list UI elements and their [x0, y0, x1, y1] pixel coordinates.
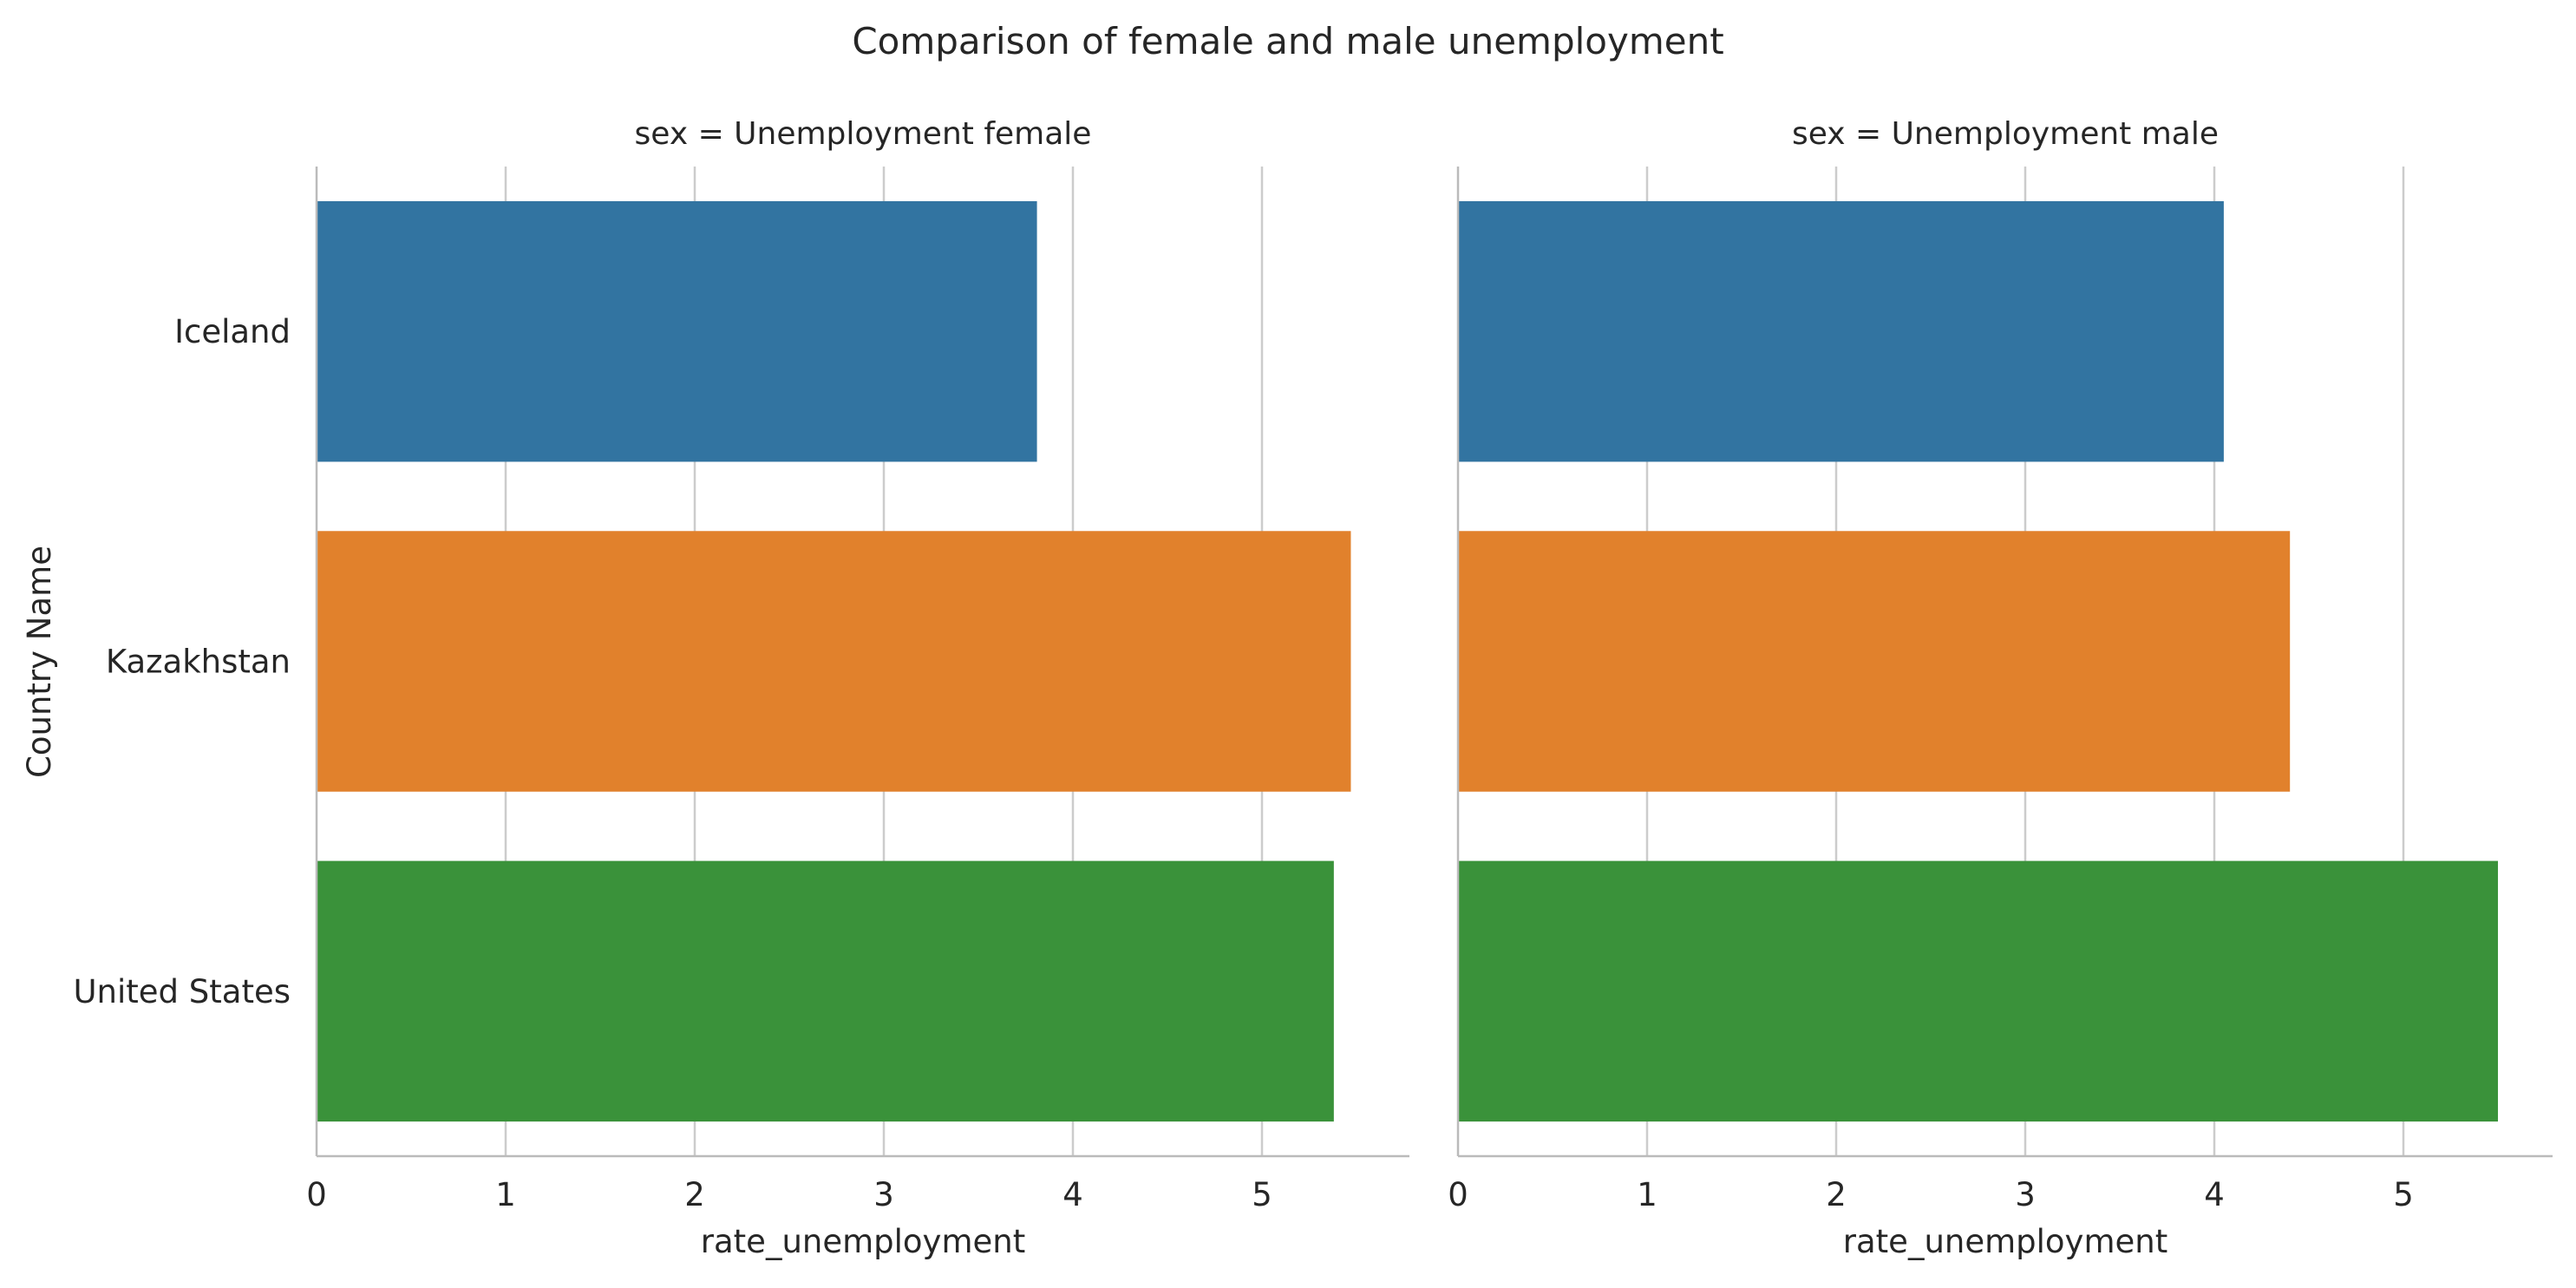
y-axis-label: Country Name	[21, 546, 58, 778]
y-tick-label: Iceland	[174, 313, 291, 350]
x-tick-label: 0	[1448, 1176, 1468, 1213]
facet-title: sex = Unemployment male	[1792, 116, 2219, 152]
bar-united-states	[1458, 860, 2498, 1122]
bar-iceland	[1458, 200, 2224, 462]
bar-kazakhstan	[1458, 531, 2291, 792]
bar-united-states	[317, 860, 1334, 1122]
x-tick-label: 0	[306, 1176, 327, 1213]
x-tick-label: 5	[1252, 1176, 1272, 1213]
facet-panel-1: sex = Unemployment female 0 1 2 3 4 5 rate_unem…	[73, 116, 1409, 1260]
facets: sex = Unemployment female 0 1 2 3 4 5 rate_unem…	[73, 116, 2553, 1260]
x-tick-label: 3	[873, 1176, 894, 1213]
chart-title: Comparison of female and male unemployme…	[852, 20, 1723, 62]
bar-iceland	[317, 200, 1037, 462]
bar-kazakhstan	[317, 531, 1351, 792]
x-tick-label: 1	[1637, 1176, 1657, 1213]
x-axis-label: rate_unemployment	[1843, 1223, 2167, 1260]
y-tick-label: Kazakhstan	[106, 644, 291, 681]
x-tick-label: 4	[1062, 1176, 1083, 1213]
facet-title: sex = Unemployment female	[635, 116, 1092, 152]
x-tick-label: 3	[2015, 1176, 2036, 1213]
y-tick-label: United States	[73, 973, 291, 1010]
x-tick-label: 2	[1826, 1176, 1847, 1213]
facet-panel-2: sex = Unemployment male 0 1 2 3 4 5 rate_unempl…	[1448, 116, 2553, 1260]
x-tick-label: 5	[2393, 1176, 2414, 1213]
x-tick-label: 2	[684, 1176, 705, 1213]
x-axis-label: rate_unemployment	[701, 1223, 1025, 1260]
x-tick-label: 1	[495, 1176, 516, 1213]
x-tick-label: 4	[2204, 1176, 2225, 1213]
